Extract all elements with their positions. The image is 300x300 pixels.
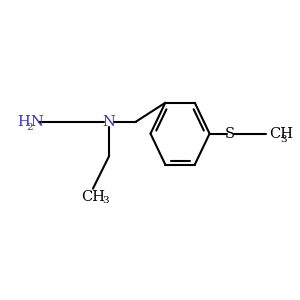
Text: CH: CH	[268, 127, 292, 141]
Text: N: N	[30, 115, 43, 129]
Text: 3: 3	[280, 134, 286, 143]
Text: S: S	[225, 127, 235, 141]
Text: 3: 3	[102, 196, 109, 205]
Text: CH: CH	[81, 190, 105, 204]
Text: H: H	[18, 115, 30, 129]
Text: N: N	[103, 115, 116, 129]
Text: 2: 2	[26, 123, 32, 132]
